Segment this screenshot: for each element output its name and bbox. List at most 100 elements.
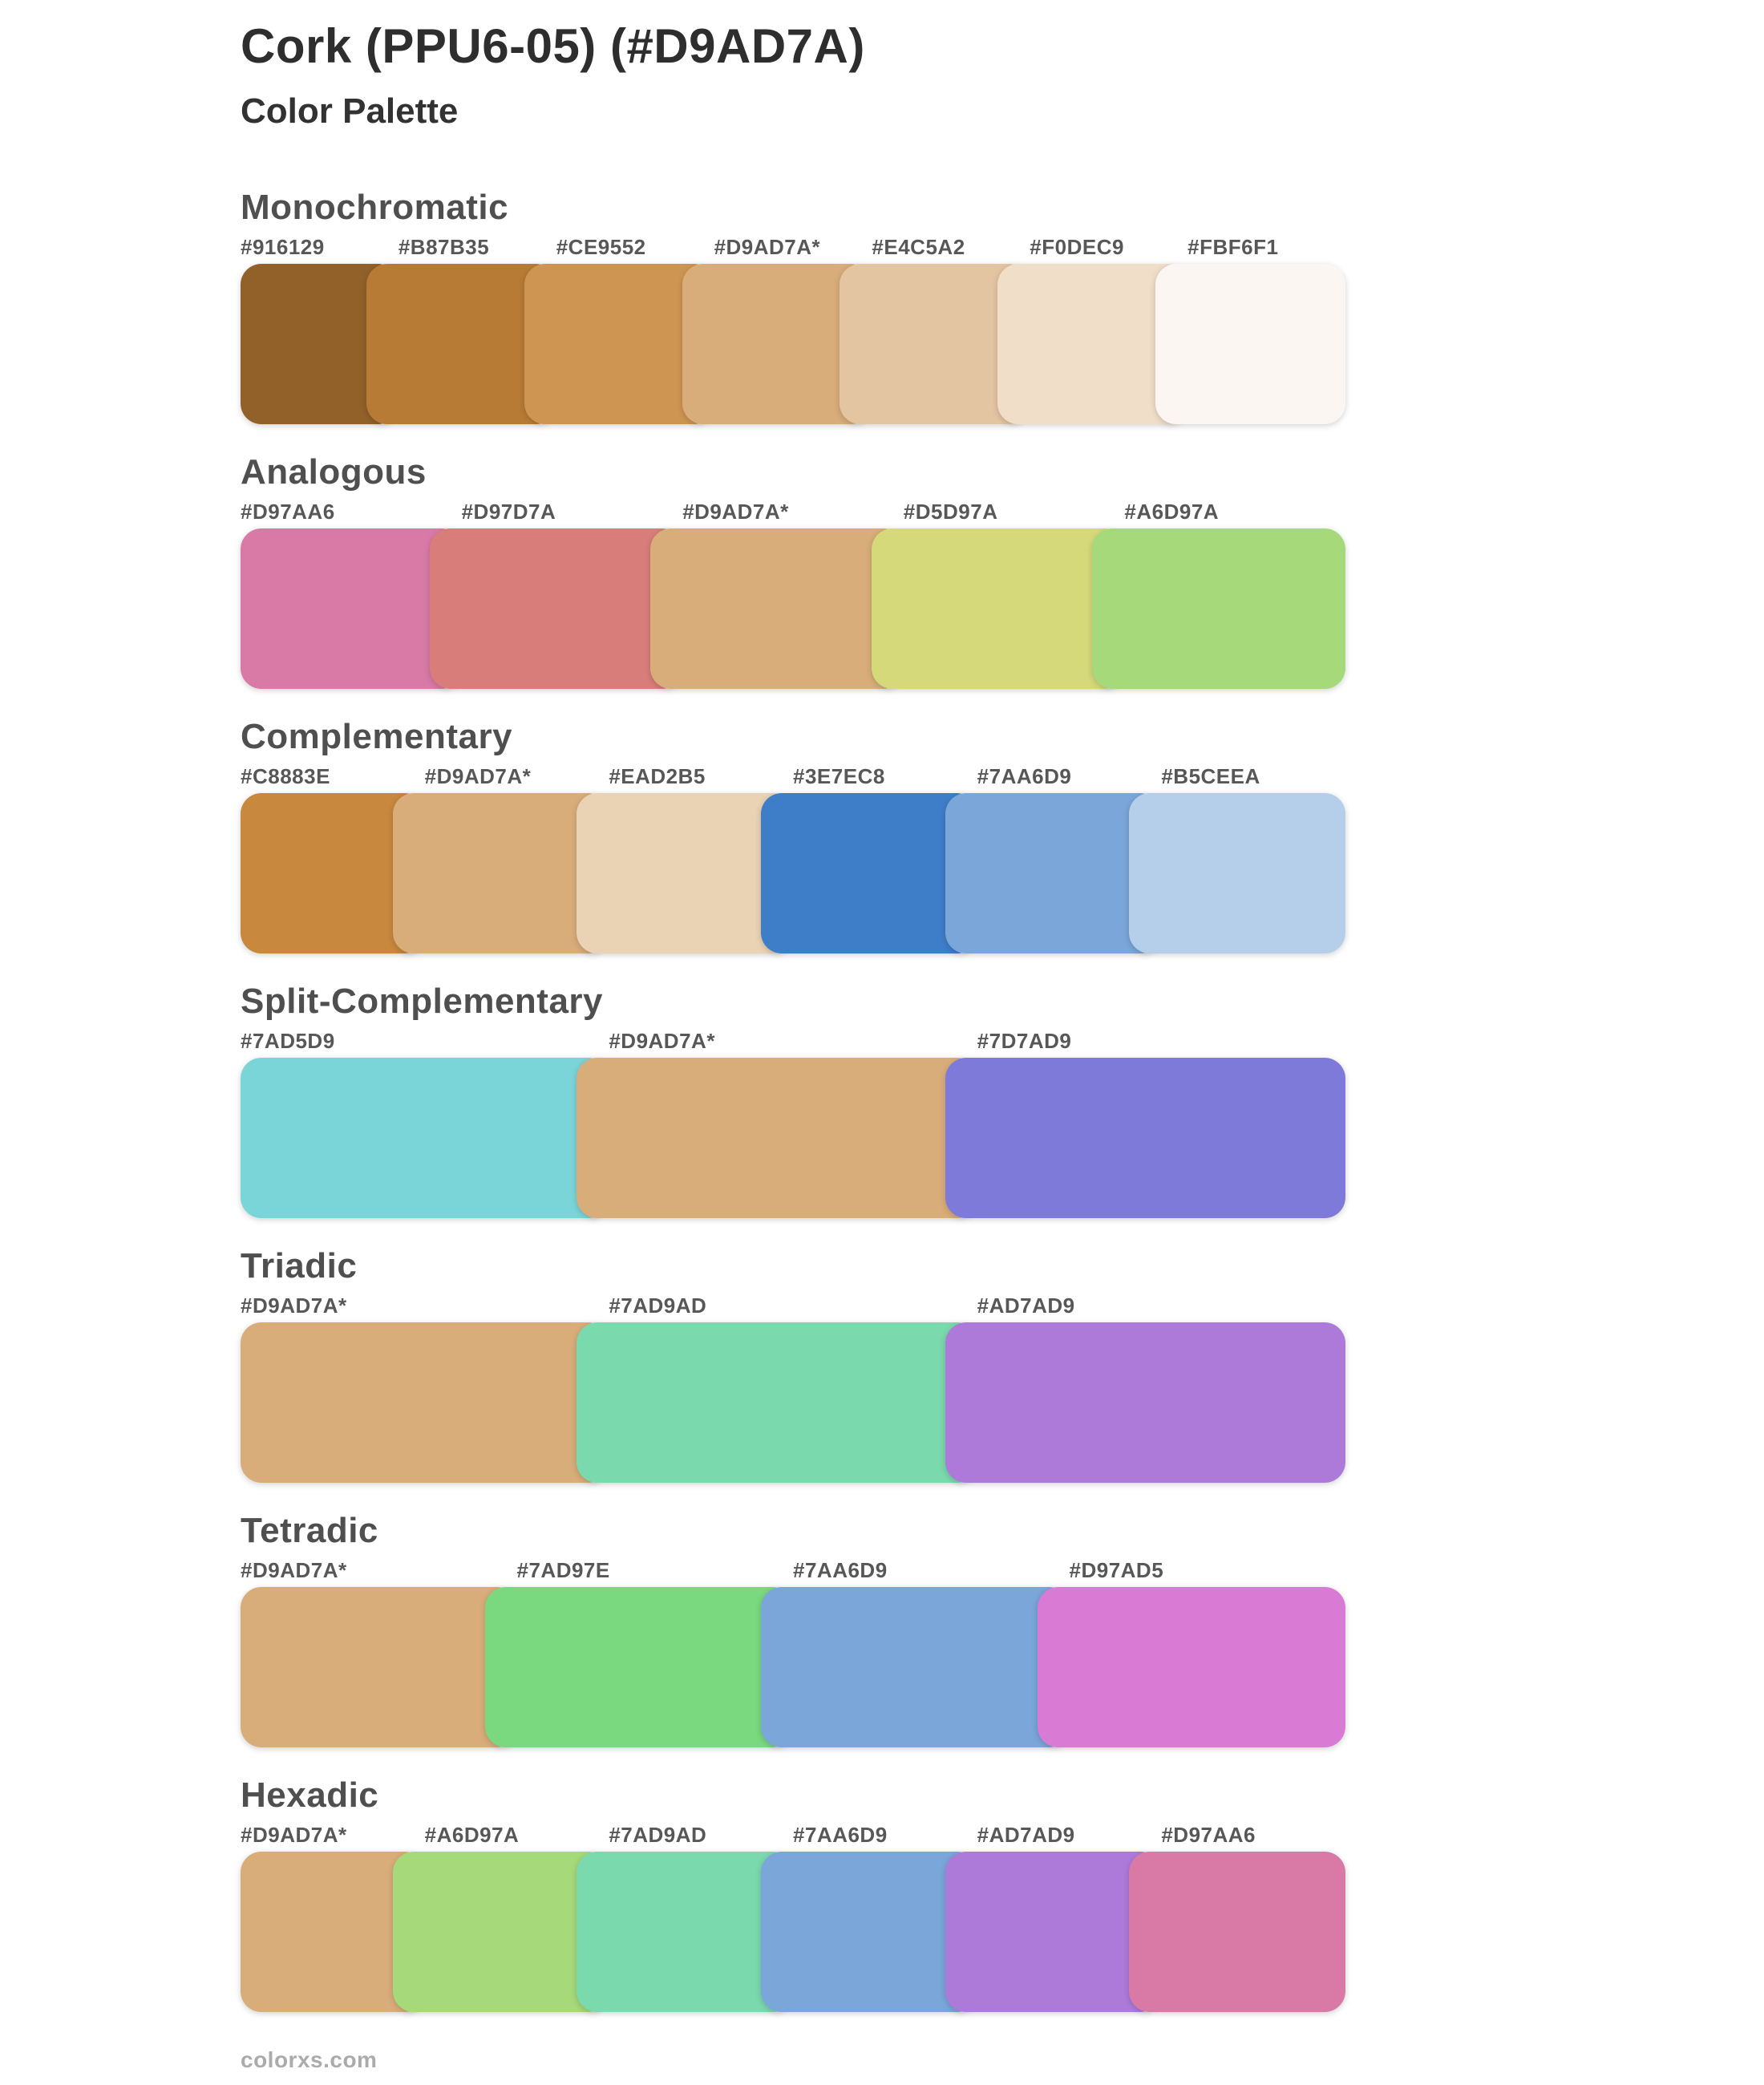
swatch-cell — [392, 793, 609, 954]
swatch-row — [241, 264, 1345, 425]
color-hex-label: #D9AD7A* — [609, 1029, 715, 1054]
color-hex-label: #A6D97A — [424, 1823, 520, 1848]
color-hex-label: #D9AD7A* — [682, 500, 789, 524]
section-split-complementary: Split-Complementary #7AD5D9 #D9AD7A* #7D7AD… — [241, 982, 1345, 1219]
color-hex-label: #AD7AD9 — [977, 1823, 1075, 1848]
color-hex-label: #D9AD7A* — [241, 1823, 347, 1848]
color-hex-label: #CE9552 — [556, 235, 646, 260]
swatch-cell — [945, 1322, 1345, 1484]
color-hex-label: #D97AA6 — [241, 500, 335, 524]
swatch-cell — [241, 1058, 609, 1219]
color-swatch-d97d7a[interactable] — [429, 528, 683, 690]
section-heading-monochromatic: Monochromatic — [241, 188, 509, 228]
swatch-row — [241, 528, 1345, 690]
section-analogous: Analogous #D97AA6 #D97D7A #D9AD7A* #D5D97A #A… — [241, 452, 1345, 690]
color-swatch-d97aa6[interactable] — [1129, 1852, 1345, 2013]
page-title: Cork (PPU6-05) (#D9AD7A) — [241, 19, 865, 73]
section-triadic: Triadic #D9AD7A* #7AD9AD #AD7AD9 — [241, 1246, 1345, 1484]
color-swatch-d97ad5[interactable] — [1037, 1587, 1345, 1748]
swatch-cell — [761, 793, 977, 954]
swatch-cell — [1155, 264, 1345, 425]
swatch-cell — [577, 1058, 977, 1219]
swatch-cell — [1129, 793, 1345, 954]
section-hexadic: Hexadic #D9AD7A* #A6D97A #7AD9AD #7AA6D9 #AD7… — [241, 1775, 1345, 2013]
swatch-row — [241, 1322, 1345, 1484]
swatch-cell — [484, 1587, 793, 1748]
color-hex-label: #7AA6D9 — [793, 1823, 888, 1848]
color-hex-label: #916129 — [241, 235, 325, 260]
swatch-cell — [945, 1058, 1345, 1219]
color-hex-label: #D9AD7A* — [714, 235, 821, 260]
color-hex-label: #7AA6D9 — [793, 1558, 888, 1583]
swatch-cell — [241, 1322, 609, 1484]
color-hex-label: #7AD9AD — [609, 1294, 707, 1318]
color-hex-label: #D9AD7A* — [241, 1294, 347, 1318]
color-swatch-7aa6d9[interactable] — [945, 793, 1162, 954]
color-swatch-a6d97a[interactable] — [1092, 528, 1345, 690]
color-hex-label: #D5D97A — [903, 500, 998, 524]
swatch-cell — [1092, 528, 1345, 690]
section-heading-split-complementary: Split-Complementary — [241, 982, 604, 1022]
color-swatch-7d7ad9[interactable] — [945, 1058, 1345, 1219]
color-swatch-b5ceea[interactable] — [1129, 793, 1345, 954]
hex-labels-row: #7AD5D9 #D9AD7A* #7D7AD9 — [241, 1030, 1345, 1051]
section-heading-tetradic: Tetradic — [241, 1511, 378, 1551]
hex-labels-row: #D9AD7A* #A6D97A #7AD9AD #7AA6D9 #AD7AD9 #D97… — [241, 1824, 1345, 1845]
color-hex-label: #D97D7A — [461, 500, 556, 524]
color-swatch-d5d97a[interactable] — [871, 528, 1125, 690]
swatch-cell — [650, 528, 904, 690]
color-hex-label: #D9AD7A* — [241, 1558, 347, 1583]
color-swatch-ad7ad9[interactable] — [945, 1322, 1345, 1484]
color-hex-label: #B5CEEA — [1161, 764, 1260, 789]
color-swatch-ead2b5[interactable] — [577, 793, 793, 954]
swatch-cell — [392, 1852, 609, 2013]
section-heading-analogous: Analogous — [241, 452, 427, 492]
section-complementary: Complementary #C8883E #D9AD7A* #EAD2B5 #3E7E… — [241, 717, 1345, 954]
color-swatch-d9ad7a[interactable] — [392, 793, 609, 954]
section-monochromatic: Monochromatic #916129 #B87B35 #CE9552 #D9AD7… — [241, 188, 1345, 425]
footer-watermark: colorxs.com — [241, 2047, 378, 2073]
color-swatch-d9ad7a[interactable] — [241, 1587, 517, 1748]
page-subtitle: Color Palette — [241, 91, 459, 131]
hex-labels-row: #D97AA6 #D97D7A #D9AD7A* #D5D97A #A6D97A — [241, 501, 1345, 522]
swatch-cell — [577, 1852, 793, 2013]
swatch-cell — [761, 1852, 977, 2013]
color-hex-label: #7D7AD9 — [977, 1029, 1072, 1054]
section-heading-triadic: Triadic — [241, 1246, 358, 1286]
swatch-cell — [577, 793, 793, 954]
palette-sections: Monochromatic #916129 #B87B35 #CE9552 #D9AD7… — [241, 188, 1345, 2013]
swatch-cell — [577, 1322, 977, 1484]
color-swatch-7aa6d9[interactable] — [761, 1587, 1070, 1748]
swatch-row — [241, 1852, 1345, 2013]
color-swatch-d97aa6[interactable] — [241, 528, 462, 690]
swatch-row — [241, 793, 1345, 954]
section-heading-complementary: Complementary — [241, 717, 513, 757]
hex-labels-row: #C8883E #D9AD7A* #EAD2B5 #3E7EC8 #7AA6D9 #B5C… — [241, 766, 1345, 787]
swatch-cell — [241, 1587, 517, 1748]
color-hex-label: #AD7AD9 — [977, 1294, 1075, 1318]
color-swatch-3e7ec8[interactable] — [761, 793, 977, 954]
swatch-cell — [945, 793, 1162, 954]
hex-labels-row: #D9AD7A* #7AD97E #7AA6D9 #D97AD5 — [241, 1560, 1345, 1581]
color-swatch-d9ad7a[interactable] — [241, 1322, 609, 1484]
section-tetradic: Tetradic #D9AD7A* #7AD97E #7AA6D9 #D97AD5 — [241, 1511, 1345, 1748]
hex-labels-row: #916129 #B87B35 #CE9552 #D9AD7A* #E4C5A2 #F0D… — [241, 237, 1345, 257]
color-swatch-7ad5d9[interactable] — [241, 1058, 609, 1219]
color-hex-label: #7AD97E — [516, 1558, 610, 1583]
color-swatch-d9ad7a[interactable] — [650, 528, 904, 690]
color-hex-label: #FBF6F1 — [1187, 235, 1279, 260]
color-swatch-d9ad7a[interactable] — [577, 1058, 977, 1219]
color-swatch-a6d97a[interactable] — [392, 1852, 609, 2013]
swatch-cell — [945, 1852, 1162, 2013]
swatch-cell — [429, 528, 683, 690]
color-swatch-7ad97e[interactable] — [484, 1587, 793, 1748]
color-hex-label: #7AD9AD — [609, 1823, 707, 1848]
color-swatch-7ad9ad[interactable] — [577, 1852, 793, 2013]
color-hex-label: #C8883E — [241, 764, 330, 789]
color-swatch-ad7ad9[interactable] — [945, 1852, 1162, 2013]
section-heading-hexadic: Hexadic — [241, 1775, 379, 1816]
color-hex-label: #F0DEC9 — [1030, 235, 1124, 260]
color-swatch-7ad9ad[interactable] — [577, 1322, 977, 1484]
color-swatch-fbf6f1[interactable] — [1155, 264, 1345, 425]
color-swatch-7aa6d9[interactable] — [761, 1852, 977, 2013]
